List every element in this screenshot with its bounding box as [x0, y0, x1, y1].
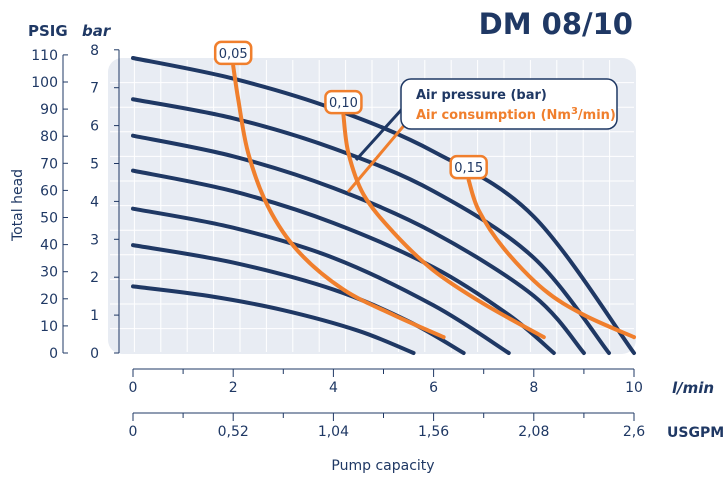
psig-unit-label: PSIG: [28, 22, 68, 40]
psig-tick-label: 100: [31, 75, 58, 91]
x-axis-title: Pump capacity: [331, 458, 434, 474]
air-pressure-series: [131, 56, 636, 355]
x-axes: 0 2 4 6 8 10 0 0,52 1,04 1,56 2,08 2,6: [129, 368, 645, 440]
bar-tick-label: 2: [90, 270, 99, 286]
air-consumption-label: 0,05: [219, 47, 248, 62]
bar-tick-label: 7: [90, 81, 99, 97]
x-primary-tick-label: 0: [129, 380, 138, 396]
air-consumption-line-0,15: [466, 178, 636, 340]
legend-box: [400, 78, 618, 130]
air-consumption-label-box: [324, 89, 363, 115]
air-pressure-line-6: [131, 97, 611, 355]
bar-unit-label: bar: [82, 22, 112, 40]
chart-title: DM 08/10: [479, 7, 633, 41]
air-consumption-line-0,10: [341, 113, 546, 340]
bar-tick-label: 5: [90, 157, 99, 173]
x-primary-tick-label: 10: [625, 380, 643, 396]
x-secondary-tick-label: 0: [129, 424, 138, 440]
psig-tick-label: 90: [40, 102, 58, 118]
legend-air-pressure: Air pressure (bar): [416, 88, 547, 103]
air-consumption-line-0,05: [231, 63, 446, 340]
bar-tick-label: 0: [90, 346, 99, 362]
y-axes: 0 10 20 30 40 50 60 70 80 90 100 110 0 1 2 3 4 5 6 7 8: [31, 43, 120, 362]
air-pressure-line-7: [131, 56, 636, 355]
air-consumption-label: 0,15: [454, 161, 483, 176]
psig-tick-label: 30: [40, 265, 58, 281]
psig-tick-label: 70: [40, 156, 58, 172]
psig-tick-label: 110: [31, 48, 58, 64]
psig-tick-label: 50: [40, 211, 58, 227]
x-primary-tick-label: 8: [529, 380, 538, 396]
legend-air-consumption: Air consumption (Nm3/min): [416, 106, 616, 123]
psig-tick-label: 0: [49, 346, 58, 362]
bar-tick-label: 6: [90, 119, 99, 135]
air-pressure-line-1: [131, 284, 416, 355]
x-primary-tick-label: 2: [229, 380, 238, 396]
psig-tick-label: 20: [40, 292, 58, 308]
x-unit-secondary: USGPM: [667, 425, 723, 441]
x-secondary-tick-label: 2,6: [623, 424, 645, 440]
psig-tick-label: 40: [40, 238, 58, 254]
bar-tick-label: 4: [90, 194, 99, 210]
x-primary-tick-label: 4: [329, 380, 338, 396]
x-secondary-tick-label: 0,52: [218, 424, 249, 440]
legend: Air pressure (bar) Air consumption (Nm3/…: [346, 78, 618, 193]
legend-pointer-consumption: [346, 115, 414, 193]
air-consumption-series: [231, 63, 636, 340]
air-consumption-label-box: [449, 154, 488, 180]
x-secondary-tick-label: 1,04: [318, 424, 349, 440]
x-secondary-tick-label: 1,56: [418, 424, 449, 440]
air-consumption-label-box: [213, 40, 253, 66]
x-secondary-tick-label: 2,08: [518, 424, 549, 440]
bar-tick-label: 3: [90, 232, 99, 248]
bar-tick-label: 1: [90, 308, 99, 324]
psig-tick-label: 60: [40, 183, 58, 199]
air-pressure-line-3: [131, 206, 511, 355]
x-primary-tick-label: 6: [429, 380, 438, 396]
air-consumption-label: 0,10: [329, 96, 358, 111]
air-pressure-line-5: [131, 133, 586, 355]
psig-tick-label: 80: [40, 129, 58, 145]
air-consumption-labels: 0,05 0,10 0,15: [213, 40, 488, 180]
x-unit-primary: l/min: [672, 379, 714, 397]
bar-tick-label: 8: [90, 43, 99, 59]
y-axis-title: Total head: [10, 169, 26, 242]
psig-tick-label: 10: [40, 319, 58, 335]
air-pressure-line-4: [131, 168, 556, 355]
